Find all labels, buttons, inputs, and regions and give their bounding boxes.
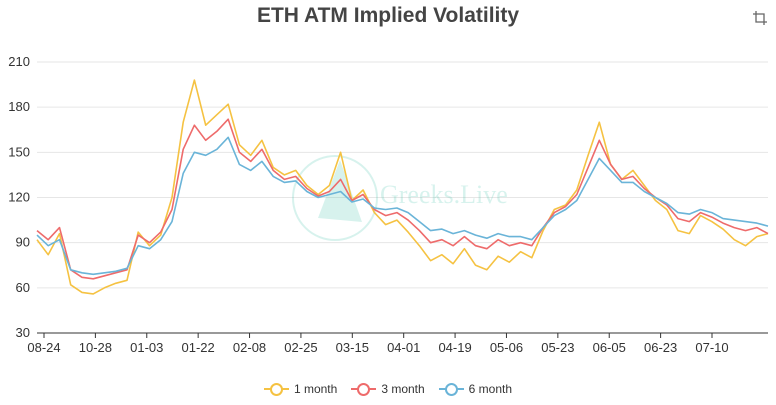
legend-swatch: [438, 382, 464, 396]
legend-swatch: [263, 382, 289, 396]
x-tick-label: 10-28: [79, 340, 112, 355]
y-tick-label: 90: [16, 235, 30, 250]
legend-label: 3 month: [381, 382, 425, 396]
x-tick-label: 07-10: [695, 340, 728, 355]
x-tick-label: 04-19: [438, 340, 471, 355]
x-tick-label: 06-05: [593, 340, 626, 355]
legend-swatch: [351, 382, 377, 396]
y-tick-label: 210: [8, 54, 30, 69]
y-tick-label: 180: [8, 99, 30, 114]
legend-label: 1 month: [293, 382, 338, 396]
x-tick-label: 02-25: [284, 340, 317, 355]
x-tick-label: 05-06: [490, 340, 523, 355]
x-tick-label: 05-23: [541, 340, 574, 355]
y-tick-label: 120: [8, 190, 30, 205]
x-tick-label: 06-23: [644, 340, 677, 355]
legend-label: 6 month: [468, 382, 513, 396]
legend-item-6-month[interactable]: 6 month: [438, 382, 513, 396]
y-tick-label: 30: [16, 325, 30, 340]
x-tick-label: 04-01: [387, 340, 420, 355]
x-tick-label: 01-22: [182, 340, 215, 355]
x-tick-label: 08-24: [27, 340, 60, 355]
series-lines: [36, 79, 769, 295]
crop-icon[interactable]: [752, 10, 768, 26]
legend-item-1-month[interactable]: 1 month: [263, 382, 338, 396]
legend-item-3-month[interactable]: 3 month: [351, 382, 425, 396]
y-tick-label: 60: [16, 280, 30, 295]
series-line-1-month: [36, 79, 769, 295]
y-tick-label: 150: [8, 144, 30, 159]
chart-title: ETH ATM Implied Volatility: [256, 4, 520, 27]
x-tick-label: 02-08: [233, 340, 266, 355]
x-tick-label: 03-15: [336, 340, 369, 355]
series-line-3-month: [36, 118, 769, 280]
grid-lines: [37, 61, 768, 289]
series-line-6-month: [36, 136, 769, 276]
greeks-live-logo: [292, 155, 378, 241]
axes: 30 60 90 120 150 180 210 08-24 10-28 01-03 01-22 02…: [8, 54, 768, 355]
watermark-text: Greeks.Live: [380, 180, 508, 209]
legend: 1 month 3 month 6 month: [0, 382, 776, 396]
x-tick-label: 01-03: [130, 340, 163, 355]
